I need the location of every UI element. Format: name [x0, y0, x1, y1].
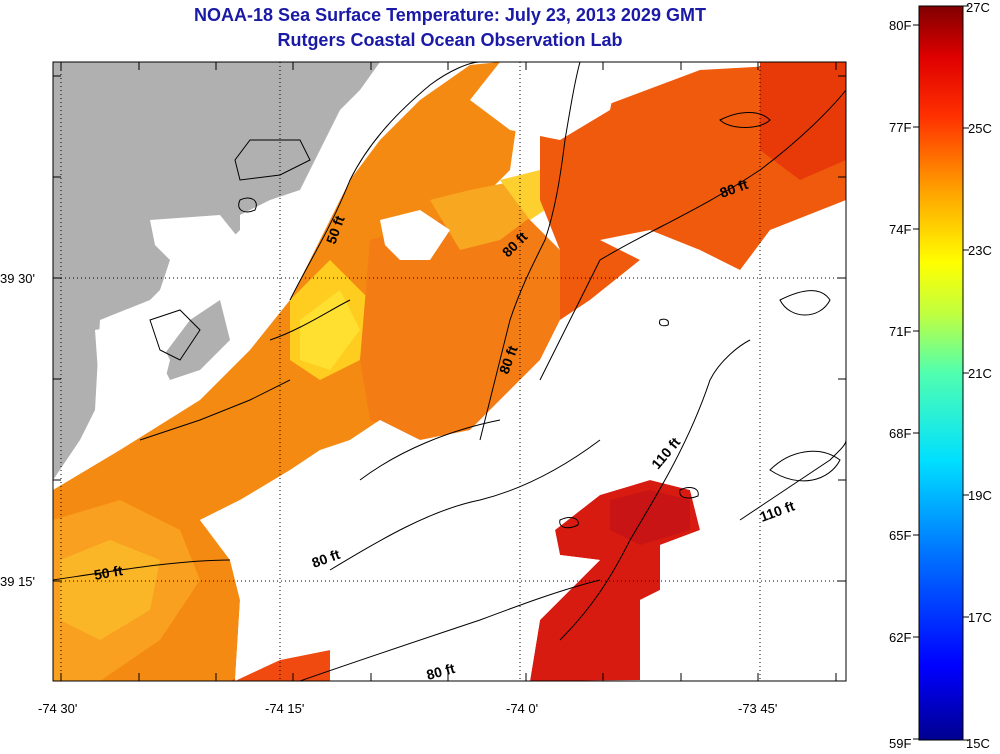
colorbar-f-label: 80F	[889, 18, 911, 33]
colorbar-f-label: 62F	[889, 630, 911, 645]
x-tick-label: -74 15'	[265, 701, 304, 716]
colorbar: 80F 77F 74F 71F 68F 65F 62F 59F 27C 25C …	[889, 0, 992, 751]
colorbar-f-label: 68F	[889, 426, 911, 441]
colorbar-f-label: 71F	[889, 324, 911, 339]
colorbar-c-label: 27C	[966, 0, 990, 15]
colorbar-f-label: 74F	[889, 222, 911, 237]
colorbar-c-label: 21C	[968, 366, 992, 381]
colorbar-c-label: 25C	[968, 121, 992, 136]
map-subtitle: Rutgers Coastal Ocean Observation Lab	[277, 30, 623, 50]
y-tick-label: 39 30'	[0, 271, 35, 286]
colorbar-f-label: 59F	[889, 736, 911, 751]
colorbar-c-label: 17C	[968, 610, 992, 625]
axis-labels: -74 30' -74 15' -74 0' -73 45' 39 30' 39…	[0, 271, 777, 716]
x-tick-label: -74 0'	[506, 701, 538, 716]
graticule	[53, 62, 846, 681]
colorbar-c-label: 23C	[968, 243, 992, 258]
land-mass	[53, 62, 380, 480]
map-frame	[52, 61, 847, 682]
colorbar-f-label: 65F	[889, 528, 911, 543]
colorbar-gradient	[918, 5, 964, 741]
colorbar-c-label: 19C	[968, 488, 992, 503]
x-tick-label: -73 45'	[738, 701, 777, 716]
contour-label: 50 ft	[93, 562, 124, 583]
colorbar-c-label: 15C	[966, 736, 990, 751]
colorbar-f-label: 77F	[889, 120, 911, 135]
contour-label: 80 ft	[425, 660, 457, 683]
axis-ticks	[53, 62, 846, 681]
cloud-mask	[200, 62, 846, 681]
y-tick-label: 39 15'	[0, 574, 35, 589]
bathymetry-contours	[53, 62, 846, 681]
contour-labels: 50 ft 50 ft 80 ft 80 ft 80 ft 80 ft 80 f…	[93, 176, 797, 683]
x-tick-label: -74 30'	[38, 701, 77, 716]
map-title: NOAA-18 Sea Surface Temperature: July 23…	[194, 5, 706, 25]
